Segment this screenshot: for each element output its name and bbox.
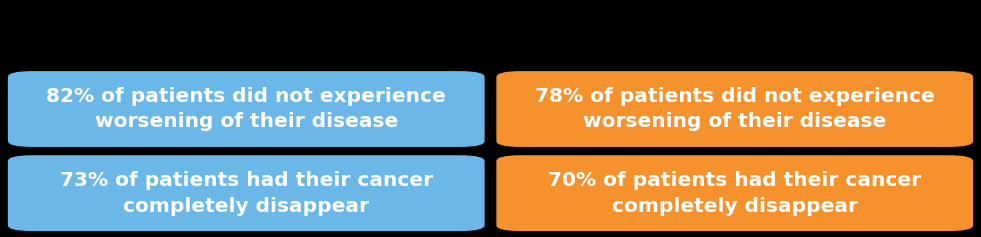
Text: 78% of patients did not experience
worsening of their disease: 78% of patients did not experience worse… (535, 87, 935, 131)
Text: 82% of patients did not experience
worsening of their disease: 82% of patients did not experience worse… (46, 87, 446, 131)
FancyBboxPatch shape (496, 155, 973, 231)
FancyBboxPatch shape (496, 71, 973, 147)
Text: 73% of patients had their cancer
completely disappear: 73% of patients had their cancer complet… (60, 171, 433, 215)
FancyBboxPatch shape (8, 71, 485, 147)
Text: 70% of patients had their cancer
completely disappear: 70% of patients had their cancer complet… (548, 171, 921, 215)
FancyBboxPatch shape (8, 155, 485, 231)
